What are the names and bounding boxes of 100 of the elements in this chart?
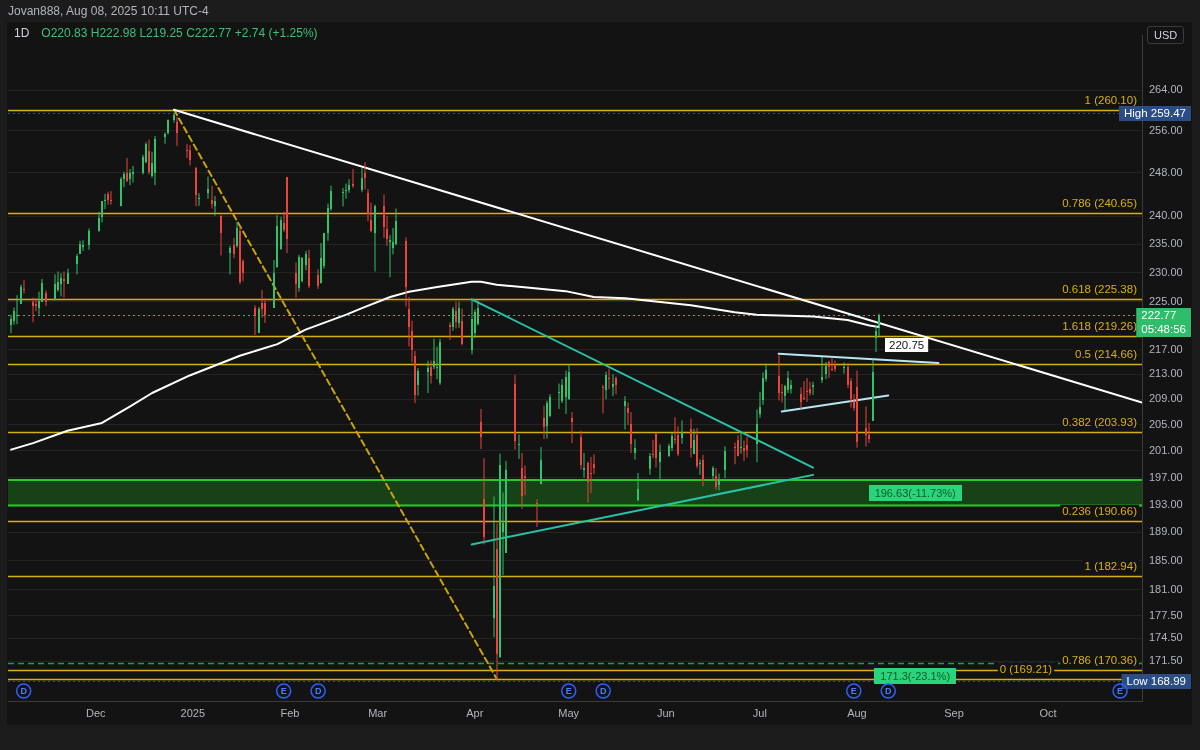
- candlestick: [207, 176, 209, 200]
- candlestick: [746, 436, 748, 459]
- candlestick: [608, 368, 610, 390]
- candlestick: [317, 268, 319, 290]
- y-tick-label: 201.00: [1149, 444, 1183, 456]
- candlestick: [60, 272, 62, 297]
- candlestick: [439, 338, 441, 386]
- y-tick-label: 217.00: [1149, 342, 1183, 355]
- annotation: E: [280, 685, 287, 696]
- candlestick: [173, 112, 175, 124]
- candlestick: [740, 432, 742, 455]
- y-tick-label: 248.00: [1149, 165, 1183, 178]
- candlestick: [702, 454, 704, 487]
- candlestick: [295, 261, 297, 299]
- candlestick: [176, 116, 178, 147]
- candlestick: [129, 168, 131, 186]
- y-tick-label: 235.00: [1149, 237, 1183, 250]
- candlestick: [865, 405, 867, 447]
- candlestick: [778, 353, 780, 402]
- annotation: D: [599, 685, 607, 696]
- candlestick: [32, 297, 34, 323]
- annotation: E: [850, 685, 857, 696]
- candlestick: [558, 383, 560, 410]
- candlestick: [649, 452, 651, 476]
- candlestick: [496, 522, 498, 682]
- x-tick-label: Mar: [368, 706, 388, 719]
- candlestick: [681, 419, 683, 445]
- candlestick: [602, 384, 604, 414]
- candlestick: [132, 165, 134, 183]
- annotation: D: [885, 685, 893, 696]
- x-tick-label: Apr: [466, 706, 484, 719]
- ref-line-label: 0.786 (170.36): [1062, 653, 1138, 666]
- candlestick: [693, 428, 695, 455]
- candlestick: [583, 452, 585, 479]
- candlestick: [872, 358, 874, 422]
- candlestick: [518, 434, 520, 460]
- candlestick: [605, 371, 607, 400]
- candlestick: [449, 321, 451, 341]
- ref-line-label: High 259.47: [1123, 107, 1187, 120]
- y-axis-title: USD: [1147, 26, 1185, 44]
- candlestick: [214, 195, 216, 217]
- candlestick: [655, 432, 657, 469]
- data-label: 220.75: [889, 338, 925, 351]
- ref-line-label: 0.786 (240.65): [1062, 196, 1138, 209]
- candlestick: [699, 459, 701, 476]
- annotation: D: [20, 685, 28, 696]
- candlestick: [23, 279, 25, 294]
- candlestick: [458, 301, 460, 329]
- candlestick: [254, 304, 256, 336]
- y-tick-label: 230.00: [1149, 265, 1183, 278]
- annotation: D: [314, 685, 322, 696]
- annotation: E: [565, 685, 572, 696]
- y-tick-label: 177.50: [1149, 608, 1183, 621]
- y-tick-label: 209.00: [1149, 392, 1183, 405]
- candlestick: [374, 204, 376, 272]
- band-label: 196.63(-11.73%): [874, 486, 956, 499]
- candlestick: [580, 430, 582, 471]
- x-tick-label: Dec: [85, 706, 106, 719]
- candlestick: [361, 167, 363, 193]
- candlestick: [239, 226, 241, 285]
- candlestick: [342, 187, 344, 207]
- candlestick: [821, 356, 823, 384]
- text: Jovan888, Aug 08, 2025 10:11 UTC-4: [8, 4, 209, 18]
- candlestick: [107, 191, 109, 206]
- candlestick: [76, 253, 78, 275]
- candlestick: [499, 453, 501, 659]
- y-tick-label: 174.50: [1149, 631, 1183, 644]
- candlestick: [612, 373, 614, 397]
- y-tick-label: 240.00: [1149, 209, 1183, 222]
- candlestick: [79, 240, 81, 255]
- y-tick-label: 205.00: [1149, 417, 1183, 430]
- candlestick: [276, 214, 278, 269]
- candlestick: [696, 427, 698, 469]
- ref-line-label: 222.77 05:48:56: [1141, 309, 1186, 336]
- y-tick-label: 185.00: [1149, 553, 1183, 566]
- candlestick: [220, 214, 222, 256]
- candlestick: [280, 216, 282, 251]
- y-tick-label: 197.00: [1149, 470, 1183, 483]
- x-tick-label: Feb: [280, 706, 300, 719]
- candlestick: [480, 408, 482, 450]
- candlestick: [298, 254, 300, 293]
- x-tick-label: Jun: [656, 706, 675, 719]
- ref-line-label: 0.5 (214.66): [1074, 347, 1138, 360]
- candlestick: [110, 190, 112, 206]
- candlestick: [427, 360, 429, 394]
- candlestick: [571, 411, 573, 444]
- candlestick: [825, 361, 827, 380]
- chart-subtitle: O220.83 H222.98 L219.25 C222.77 +2.74 (+1.25%): [41, 26, 318, 40]
- x-tick-label: Sep: [944, 706, 964, 719]
- candlestick: [734, 441, 736, 465]
- candlestick: [308, 249, 310, 289]
- ref-line-label: 1 (182.94): [1084, 559, 1138, 572]
- candlestick: [514, 374, 516, 451]
- candlestick: [540, 446, 542, 485]
- ref-line-label: Low 168.99: [1126, 675, 1186, 688]
- candlestick: [261, 289, 263, 319]
- candlestick: [258, 306, 260, 334]
- annotation: E: [1117, 685, 1124, 696]
- candlestick: [236, 221, 238, 249]
- candlestick: [20, 284, 22, 305]
